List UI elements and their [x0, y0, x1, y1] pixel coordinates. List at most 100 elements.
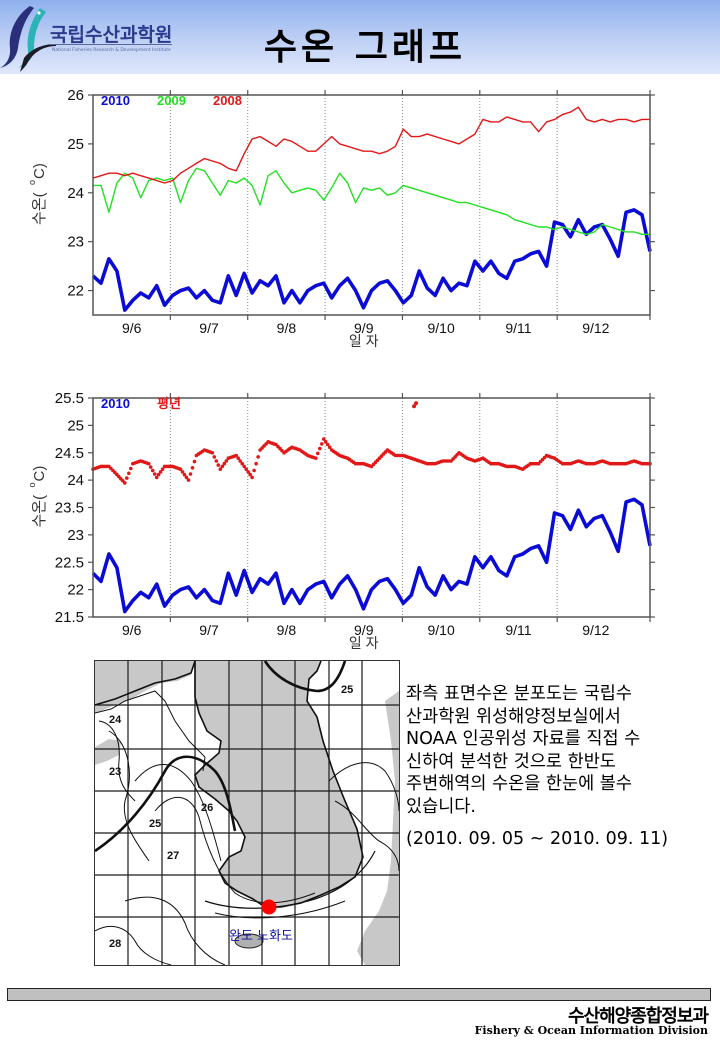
header-banner: 국립수산과학원 National Fisheries Research & De… [0, 0, 720, 74]
data-point-평년 [234, 453, 238, 458]
x-tick-label: 9/8 [277, 320, 297, 336]
japan-land [357, 691, 399, 965]
data-point-평년 [160, 467, 165, 471]
x-tick-label: 9/9 [354, 622, 374, 638]
data-point-평년 [156, 472, 161, 477]
chart-water-temp-vs-normal: 21.5 22 22.5 23 23.5 24 24.5 25 25.5 9/6 9/7 9/8 9/… [27, 390, 655, 650]
map-grid [95, 661, 399, 965]
data-point-평년 [178, 467, 183, 471]
data-point-평년 [180, 470, 185, 474]
y-tick-label: 26 [67, 87, 84, 104]
y-tick-label: 24 [67, 472, 84, 489]
data-point-평년 [218, 467, 223, 471]
data-point-outlier [412, 404, 417, 409]
y-tick-label: 21.5 [55, 609, 84, 626]
y-axis-label: 수온( o C) [27, 466, 48, 528]
description-text: 좌측 표면수온 분포도는 국립수 산과학원 위성해양정보실에서 NOAA 인공위… [406, 684, 641, 817]
legend-entry-2008: 2008 [213, 93, 242, 108]
x-tick-label: 9/11 [505, 622, 531, 638]
data-point-평년 [210, 451, 215, 455]
data-point-평년 [158, 470, 163, 474]
data-point-평년 [220, 464, 225, 469]
data-point-평년 [146, 461, 151, 466]
x-tick-label: 9/6 [122, 320, 142, 336]
y-tick-label: 22 [67, 582, 84, 599]
data-point-평년 [248, 472, 252, 477]
y-axis-label: 수온( o C) [27, 163, 48, 225]
footer-division-english: Fishery & Ocean Information Division [474, 1024, 708, 1037]
y-tick-label: 24.5 [55, 445, 84, 462]
data-point-평년 [244, 467, 248, 471]
data-point-평년 [236, 456, 240, 460]
data-point-평년 [320, 442, 324, 446]
plot-frame [92, 397, 651, 618]
footer-bar [7, 988, 711, 1001]
data-point-평년 [256, 455, 260, 459]
data-point-평년 [238, 459, 242, 463]
plot-frame [92, 94, 651, 316]
x-tick-label: 9/10 [428, 622, 455, 638]
data-point-평년 [182, 472, 187, 477]
series-line-2008 [92, 106, 650, 184]
data-point-outlier [414, 401, 419, 406]
y-axis-unit: C) [31, 466, 48, 482]
contour-label: 27 [167, 850, 179, 862]
series-line-2009 [93, 167, 650, 235]
contour-label: 26 [201, 802, 213, 814]
data-point-평년 [212, 455, 217, 459]
x-tick-label: 9/9 [354, 320, 374, 336]
x-axis-label: 일 자 [349, 333, 379, 349]
data-point-평년 [318, 446, 322, 451]
x-tick-label: 9/6 [122, 622, 142, 638]
series-line-2010 [91, 497, 652, 614]
x-tick-label: 9/7 [199, 320, 219, 336]
data-point-평년 [222, 461, 227, 466]
data-point-평년 [325, 442, 330, 447]
data-point-평년 [125, 476, 129, 480]
data-point-평년 [188, 472, 193, 476]
data-point-평년 [240, 461, 244, 466]
y-tick-label: 23.5 [55, 500, 84, 517]
data-point-평년 [252, 468, 256, 473]
data-point-평년 [129, 466, 133, 471]
y-axis-degree-mark: o [27, 482, 37, 487]
data-point-평년 [190, 466, 195, 470]
footer-division-korean: 수산해양종합정보과 [567, 1006, 709, 1027]
institute-logo: 국립수산과학원 National Fisheries Research & De… [0, 0, 180, 74]
y-tick-label: 22.5 [55, 554, 84, 571]
data-point-평년 [322, 437, 326, 441]
data-point-평년 [214, 459, 219, 463]
data-point-평년 [152, 472, 157, 476]
data-point-평년 [316, 451, 320, 456]
logo-korean-name: 국립수산과학원 [50, 24, 173, 46]
logo-underline [50, 44, 172, 45]
data-point-평년 [323, 440, 328, 444]
contour-label: 23 [109, 766, 121, 778]
logo-english-name: National Fisheries Research & Developmen… [52, 48, 171, 53]
chart-water-temp-yearly: 22 23 24 25 26 9/6 9/7 9/8 9/9 9/10 9/11 9/12 2010… [27, 87, 655, 349]
location-marker [261, 899, 277, 915]
data-point-평년 [246, 470, 250, 474]
jeju-island [234, 933, 264, 949]
legend-entry-평년: 평년 [157, 396, 181, 411]
y-axis-label-text: 수온( [31, 495, 48, 528]
sst-distribution-map: 24 23 25 26 25 27 28 완도 노화도 [94, 660, 400, 966]
sst-map-figure: 24 23 25 26 25 27 28 완도 노화도 [95, 661, 399, 965]
y-axis-label-text: 수온( [31, 192, 48, 225]
data-point-평년 [314, 456, 318, 460]
x-axis-label: 일 자 [349, 635, 379, 650]
data-point-평년 [242, 464, 246, 469]
legend-entry-2009: 2009 [157, 93, 186, 108]
x-tick-label: 9/12 [582, 320, 609, 336]
y-tick-label: 24 [67, 185, 84, 202]
data-point-평년 [127, 471, 131, 476]
x-tick-label: 9/12 [582, 622, 609, 638]
y-tick-label: 22 [67, 283, 84, 300]
page-title: 수온 그래프 [263, 27, 467, 68]
contour-label: 25 [341, 684, 353, 696]
data-point-평년 [123, 481, 127, 485]
legend-entry-2010: 2010 [101, 396, 130, 411]
data-point-평년 [216, 463, 221, 467]
x-tick-label: 9/11 [505, 320, 531, 336]
data-point-평년 [250, 475, 254, 480]
